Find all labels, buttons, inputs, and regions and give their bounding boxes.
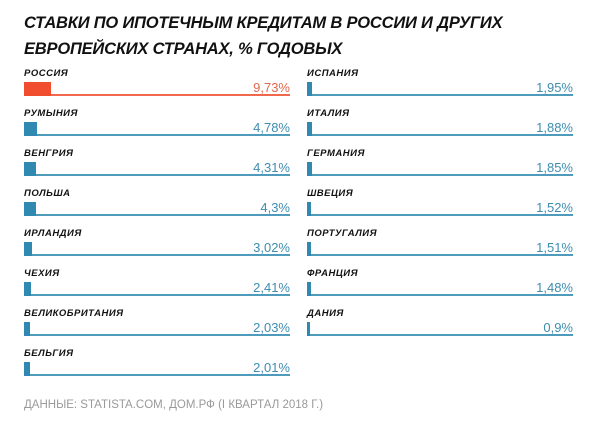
bar (307, 282, 312, 296)
bar-baseline (24, 94, 290, 96)
bar (24, 362, 30, 376)
bar-baseline (307, 334, 573, 336)
bar-category-label: ПОЛЬША (24, 188, 71, 199)
bar-track: 1,95% (307, 80, 573, 96)
bar-baseline (307, 294, 573, 296)
bar-track: 4,31% (24, 160, 290, 176)
bar-value-label: 4,31% (253, 160, 290, 175)
bar-value-label: 1,48% (536, 280, 573, 295)
bar-baseline (307, 254, 573, 256)
bar-track: 4,78% (24, 120, 290, 136)
bar-baseline (307, 214, 573, 216)
bar-row: ДАНИЯ 0,9% (307, 308, 573, 348)
bar-row: ИРЛАНДИЯ 3,02% (24, 228, 290, 268)
bar (307, 322, 310, 336)
bar-track: 9,73% (24, 80, 290, 96)
bar (24, 82, 52, 96)
bar-value-label: 4,78% (253, 120, 290, 135)
bar-track: 2,01% (24, 360, 290, 376)
bar-category-label: ИТАЛИЯ (307, 108, 350, 119)
bar-category-label: БЕЛЬГИЯ (24, 348, 74, 359)
bar-baseline (307, 174, 573, 176)
bar-category-label: ИРЛАНДИЯ (24, 228, 82, 239)
bar (307, 82, 313, 96)
bar-track: 2,03% (24, 320, 290, 336)
bar-track: 1,85% (307, 160, 573, 176)
bar-track: 2,41% (24, 280, 290, 296)
bar (24, 322, 30, 336)
bar-row: ВЕЛИКОБРИТАНИЯ 2,03% (24, 308, 290, 348)
bar-track: 4,3% (24, 200, 290, 216)
bar-track: 1,51% (307, 240, 573, 256)
bar-row: ИТАЛИЯ 1,88% (307, 108, 573, 148)
chart-title: СТАВКИ ПО ИПОТЕЧНЫМ КРЕДИТАМ В РОССИИ И … (24, 14, 503, 58)
bar-row: ГЕРМАНИЯ 1,85% (307, 148, 573, 188)
bar-value-label: 4,3% (260, 200, 290, 215)
bar-baseline (24, 294, 290, 296)
bar-track: 0,9% (307, 320, 573, 336)
bar (307, 242, 312, 256)
bar-baseline (24, 174, 290, 176)
bar-value-label: 3,02% (253, 240, 290, 255)
bar-track: 3,02% (24, 240, 290, 256)
bar-category-label: ДАНИЯ (307, 308, 344, 319)
bar-category-label: РУМЫНИЯ (24, 108, 78, 119)
bar-row: ВЕНГРИЯ 4,31% (24, 148, 290, 188)
bar-track: 1,88% (307, 120, 573, 136)
bar (24, 162, 37, 176)
bar-value-label: 1,52% (536, 200, 573, 215)
bar-row: ПОРТУГАЛИЯ 1,51% (307, 228, 573, 268)
bar-baseline (24, 254, 290, 256)
bar-value-label: 1,85% (536, 160, 573, 175)
bar (307, 202, 312, 216)
bar (307, 122, 313, 136)
bar-category-label: ВЕНГРИЯ (24, 148, 74, 159)
bar-baseline (24, 134, 290, 136)
bar-row: ПОЛЬША 4,3% (24, 188, 290, 228)
bar-category-label: ГЕРМАНИЯ (307, 148, 365, 159)
bar-category-label: ФРАНЦИЯ (307, 268, 359, 279)
bar (307, 162, 313, 176)
bar-baseline (24, 214, 290, 216)
bar-value-label: 9,73% (253, 80, 290, 95)
bar-category-label: ВЕЛИКОБРИТАНИЯ (24, 308, 124, 319)
bar-value-label: 0,9% (543, 320, 573, 335)
bar-baseline (24, 374, 290, 376)
bar (24, 242, 33, 256)
bar-category-label: РОССИЯ (24, 68, 69, 79)
bar-baseline (307, 94, 573, 96)
bar-value-label: 1,95% (536, 80, 573, 95)
bar-category-label: ШВЕЦИЯ (307, 188, 354, 199)
bar-baseline (307, 134, 573, 136)
bar-row: ФРАНЦИЯ 1,48% (307, 268, 573, 308)
bar-row: ЧЕХИЯ 2,41% (24, 268, 290, 308)
bar-value-label: 2,03% (253, 320, 290, 335)
bar-row: БЕЛЬГИЯ 2,01% (24, 348, 290, 388)
source-note: ДАННЫЕ: STATISTA.COM, ДОМ.РФ (I КВАРТАЛ … (24, 399, 324, 411)
bar-category-label: ИСПАНИЯ (307, 68, 359, 79)
bar-baseline (24, 334, 290, 336)
bar-track: 1,48% (307, 280, 573, 296)
bar-track: 1,52% (307, 200, 573, 216)
bar (24, 282, 31, 296)
bar-value-label: 1,51% (536, 240, 573, 255)
bar-row: РУМЫНИЯ 4,78% (24, 108, 290, 148)
bar-row: РОССИЯ 9,73% (24, 68, 290, 108)
bar-value-label: 2,01% (253, 360, 290, 375)
bar-value-label: 2,41% (253, 280, 290, 295)
bar (24, 122, 38, 136)
bar-row: ШВЕЦИЯ 1,52% (307, 188, 573, 228)
bar-category-label: ЧЕХИЯ (24, 268, 60, 279)
bar-row: ИСПАНИЯ 1,95% (307, 68, 573, 108)
bar (24, 202, 37, 216)
bar-value-label: 1,88% (536, 120, 573, 135)
bar-category-label: ПОРТУГАЛИЯ (307, 228, 378, 239)
